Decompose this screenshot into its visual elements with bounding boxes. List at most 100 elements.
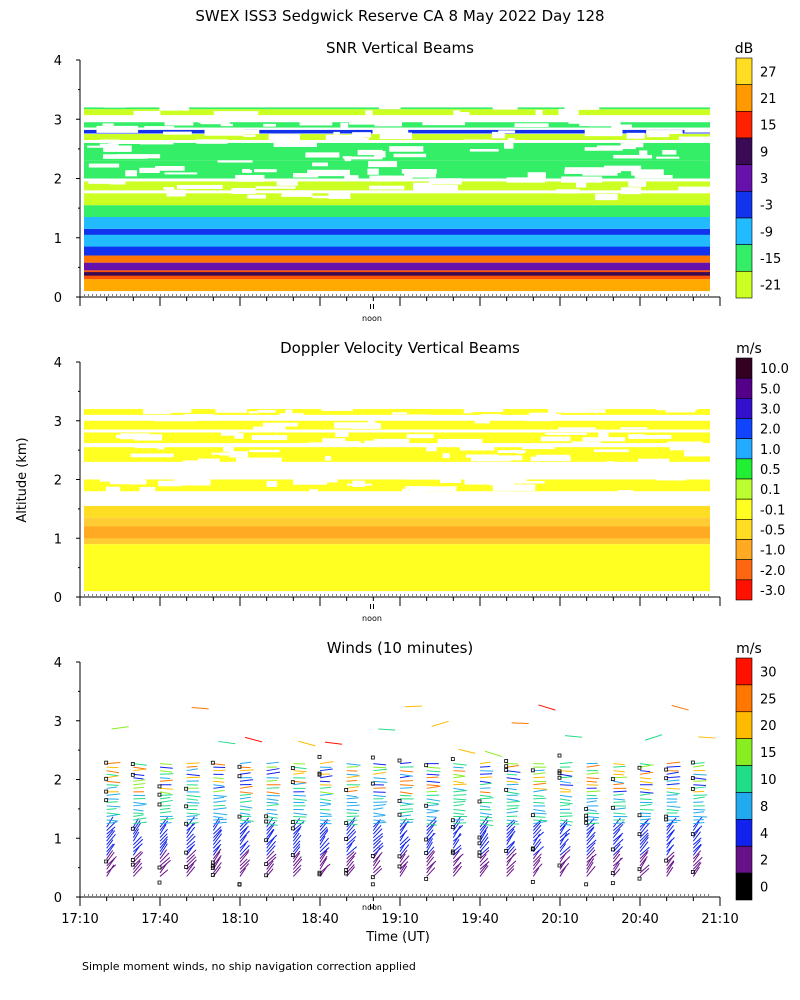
wind-barb xyxy=(639,832,649,842)
wind-barb xyxy=(293,770,307,773)
missing-point xyxy=(690,870,695,874)
data-gap xyxy=(620,187,642,195)
missing-point xyxy=(237,814,242,819)
data-gap xyxy=(164,172,198,175)
wind-barb xyxy=(639,787,651,791)
data-gap xyxy=(253,443,298,447)
wind-barb xyxy=(559,862,570,874)
data-gap xyxy=(617,490,633,497)
wind-barb xyxy=(666,761,681,765)
data-gap xyxy=(253,426,286,432)
wind-barb xyxy=(239,800,252,803)
data-gap xyxy=(575,182,587,188)
wind-barb xyxy=(186,768,198,772)
data-gap xyxy=(640,434,672,439)
data-gap xyxy=(639,150,648,156)
data-gap xyxy=(393,153,427,158)
wind-barb xyxy=(506,783,519,786)
wind-barb xyxy=(564,735,583,738)
wind-barb xyxy=(186,856,197,867)
wind-barb xyxy=(319,812,332,815)
footnote: Simple moment winds, no ship navigation … xyxy=(82,960,416,973)
missing-point xyxy=(370,854,375,858)
wind-barb xyxy=(399,844,410,856)
wind-barb xyxy=(159,797,171,800)
x-tick-label: 21:10 xyxy=(701,912,738,927)
data-gap xyxy=(564,406,587,412)
data-gap xyxy=(584,129,623,137)
data-gap xyxy=(372,128,409,134)
wind-barb xyxy=(506,833,514,845)
missing-point xyxy=(690,760,695,765)
wind-barb xyxy=(213,812,228,816)
data-gap xyxy=(197,458,220,464)
data-gap xyxy=(389,146,424,152)
wind-barb xyxy=(373,791,386,793)
wind-barb xyxy=(266,853,277,863)
wind-barb xyxy=(479,824,487,835)
colorbar-swatch xyxy=(735,657,753,686)
wind-barb xyxy=(373,832,383,842)
data-gap xyxy=(401,169,437,174)
colorbar-label: 10 xyxy=(760,773,777,788)
data-gap xyxy=(492,104,518,110)
wind-barb xyxy=(186,854,196,863)
missing-point xyxy=(157,880,162,885)
missing-point xyxy=(130,826,135,831)
data-gap xyxy=(626,132,645,139)
wind-barb xyxy=(213,789,225,793)
y-tick-label: 2 xyxy=(54,173,62,188)
wind-barb xyxy=(159,763,172,765)
data-gap xyxy=(133,110,161,118)
data-gap xyxy=(164,121,194,126)
wind-barb xyxy=(244,736,263,743)
wind-barb xyxy=(186,794,201,798)
data-gap xyxy=(527,172,546,179)
wind-barb xyxy=(586,777,600,780)
data-gap xyxy=(135,474,145,478)
data-gap xyxy=(258,472,270,477)
wind-barb xyxy=(292,864,302,874)
data-gap xyxy=(144,126,175,130)
wind-barb xyxy=(293,766,307,770)
wind-barb xyxy=(532,824,542,835)
data-gap xyxy=(477,455,523,461)
colorbar-swatch xyxy=(735,164,753,192)
panel3-units: m/s xyxy=(736,641,762,657)
wind-barb xyxy=(373,807,384,810)
y-tick-label: 0 xyxy=(54,291,62,306)
data-gap xyxy=(159,105,190,111)
missing-point xyxy=(264,862,269,867)
wind-barb xyxy=(586,849,596,860)
wind-barb xyxy=(266,856,277,867)
wind-barb xyxy=(559,770,574,773)
wind-barb xyxy=(666,791,680,795)
wind-barb xyxy=(426,856,435,867)
wind-barb xyxy=(693,821,705,825)
data-gap xyxy=(198,119,208,124)
wind-barb xyxy=(586,858,595,870)
data-gap xyxy=(639,493,649,498)
data-gap xyxy=(503,142,514,149)
data-gap xyxy=(584,147,623,151)
data-gap xyxy=(621,146,636,150)
colorbar-swatch xyxy=(735,711,753,739)
wind-barb xyxy=(613,793,624,796)
wind-barb xyxy=(613,822,626,825)
data-gap xyxy=(582,437,626,442)
missing-point xyxy=(264,814,269,819)
wind-barb xyxy=(292,852,300,863)
data-gap xyxy=(606,461,614,468)
wind-barb xyxy=(692,825,703,835)
wind-barb xyxy=(346,860,354,870)
wind-barb xyxy=(319,837,329,849)
data-gap xyxy=(158,406,192,413)
wind-barb xyxy=(372,845,384,856)
wind-barb xyxy=(293,772,305,775)
missing-point xyxy=(664,814,669,819)
wind-barb xyxy=(666,821,678,825)
wind-barb xyxy=(692,850,702,860)
data-gap xyxy=(558,427,596,430)
wind-barb xyxy=(212,839,222,849)
wind-barb xyxy=(159,823,167,835)
